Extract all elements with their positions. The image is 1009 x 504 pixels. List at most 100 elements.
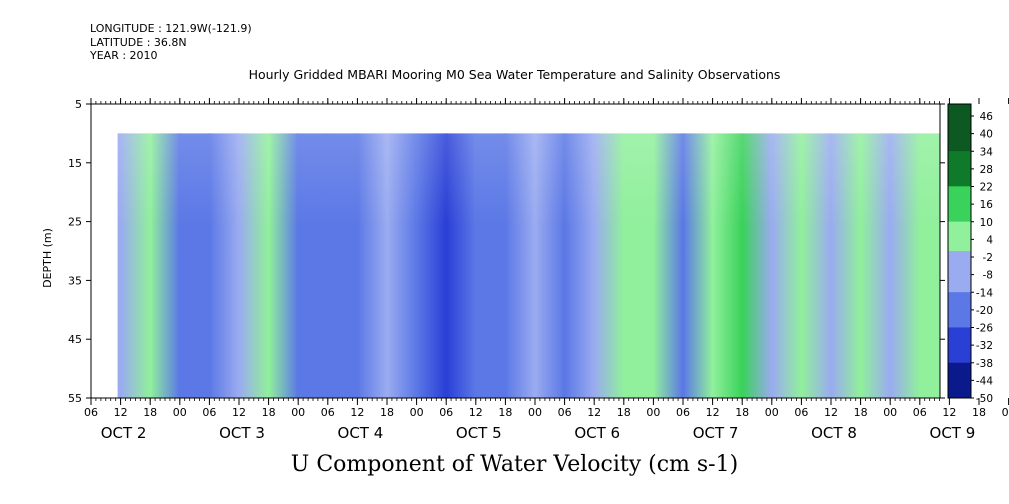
colorbar-swatch — [948, 133, 971, 140]
velocity-column — [414, 133, 419, 398]
colorbar-swatch — [948, 362, 971, 370]
velocity-column — [118, 133, 123, 398]
x-tick-label: 18 — [380, 406, 394, 419]
velocity-column — [325, 133, 330, 398]
x-tick-label: 06 — [202, 406, 216, 419]
velocity-column — [888, 133, 893, 398]
x-tick-label: 06 — [439, 406, 453, 419]
x-tick-label: 12 — [706, 406, 720, 419]
colorbar-swatch — [948, 156, 971, 164]
x-tick-label: 18 — [617, 406, 631, 419]
colorbar-frame — [947, 103, 972, 399]
colorbar-tick-label: 40 — [980, 129, 993, 141]
colorbar-swatch — [948, 186, 971, 193]
x-tick-label: 06 — [676, 406, 690, 419]
colorbar-swatch — [948, 292, 971, 299]
colorbar-tick-label: -2 — [983, 252, 993, 264]
colorbar-tick-label: 28 — [980, 164, 993, 176]
colorbar-swatch — [948, 262, 971, 270]
colorbar-swatch — [948, 251, 971, 258]
colorbar-tick-label: 34 — [980, 146, 994, 158]
colorbar-swatch — [948, 321, 971, 328]
longitude-label: LONGITUDE : 121.9W(-121.9) — [90, 22, 252, 35]
colorbar-swatch — [948, 380, 971, 387]
colorbar-swatch — [948, 309, 971, 317]
colorbar-swatch — [948, 198, 971, 205]
colorbar-swatch — [948, 374, 971, 381]
x-tick-label: 18 — [143, 406, 157, 419]
x-tick-label: 18 — [735, 406, 749, 419]
x-day-label: OCT 7 — [693, 424, 739, 442]
velocity-column — [917, 133, 922, 398]
x-day-label: OCT 8 — [811, 424, 857, 442]
colorbar-swatch — [948, 356, 971, 364]
colorbar-swatch — [948, 339, 971, 346]
x-tick-label: 12 — [469, 406, 483, 419]
colorbar-tick-label: -32 — [976, 340, 993, 352]
colorbar-swatch — [948, 368, 971, 375]
colorbar-swatch — [948, 303, 971, 311]
velocity-column — [148, 133, 153, 398]
year-label: YEAR : 2010 — [90, 49, 158, 62]
colorbar-swatch — [948, 350, 971, 358]
colorbar-swatch — [948, 127, 971, 134]
colorbar-swatch — [948, 115, 971, 123]
x-tick-label: 06 — [558, 406, 572, 419]
colorbar-swatch — [948, 386, 971, 393]
colorbar-tick-label: -14 — [976, 287, 993, 299]
colorbar: 46 40 34 28 22 16 10 4 -2 -8 -14 -20 -26 -32 -38 -44 -50 — [947, 103, 994, 405]
colorbar-tick-label: 46 — [980, 111, 994, 123]
x-tick-label: 18 — [498, 406, 512, 419]
colorbar-swatch — [948, 162, 971, 170]
colorbar-swatch — [948, 315, 971, 323]
colorbar-swatch — [948, 345, 971, 352]
velocity-column — [858, 133, 863, 398]
velocity-column — [592, 133, 597, 398]
x-tick-label: 06 — [321, 406, 335, 419]
colorbar-swatch — [948, 233, 971, 240]
colorbar-swatch — [948, 203, 971, 211]
velocity-column — [385, 133, 389, 398]
colorbar-swatch — [948, 274, 971, 281]
colorbar-swatch — [948, 121, 971, 129]
colorbar-tick-label: 4 — [986, 234, 993, 246]
colorbar-tick-label: -8 — [983, 270, 993, 282]
y-tick-label: 45 — [68, 333, 82, 346]
x-tick-label: 06 — [913, 406, 927, 419]
x-tick-label: 18 — [262, 406, 276, 419]
velocity-column — [266, 133, 271, 398]
y-tick-label: 55 — [68, 392, 82, 405]
x-tick-label: 00 — [528, 406, 542, 419]
x-tick-label: 00 — [173, 406, 187, 419]
y-tick-label: 35 — [68, 274, 82, 287]
x-tick-label: 12 — [114, 406, 128, 419]
colorbar-swatch — [948, 168, 971, 176]
colorbar-tick-label: -26 — [976, 323, 993, 335]
colorbar-swatch — [948, 174, 971, 181]
velocity-column — [473, 133, 478, 398]
colorbar-swatch — [948, 227, 971, 234]
velocity-column — [207, 133, 212, 398]
velocity-column — [799, 133, 804, 398]
velocity-column — [829, 133, 833, 398]
colorbar-swatch — [948, 209, 971, 217]
colorbar-swatch — [948, 333, 971, 340]
x-tick-label: 00 — [646, 406, 660, 419]
velocity-column — [355, 133, 360, 398]
x-tick-label: 18 — [854, 406, 868, 419]
colorbar-swatch — [948, 268, 971, 276]
velocity-column — [177, 133, 182, 398]
colorbar-swatch — [948, 109, 971, 117]
velocity-column — [444, 133, 449, 398]
colorbar-swatch — [948, 151, 971, 158]
colorbar-swatch — [948, 286, 971, 293]
velocity-column — [710, 133, 715, 398]
velocity-column — [740, 133, 745, 398]
velocity-column — [533, 133, 537, 398]
surface-shading — [117, 133, 941, 227]
colorbar-swatch — [948, 239, 971, 246]
velocity-column — [681, 133, 685, 398]
x-tick-label: 12 — [824, 406, 838, 419]
